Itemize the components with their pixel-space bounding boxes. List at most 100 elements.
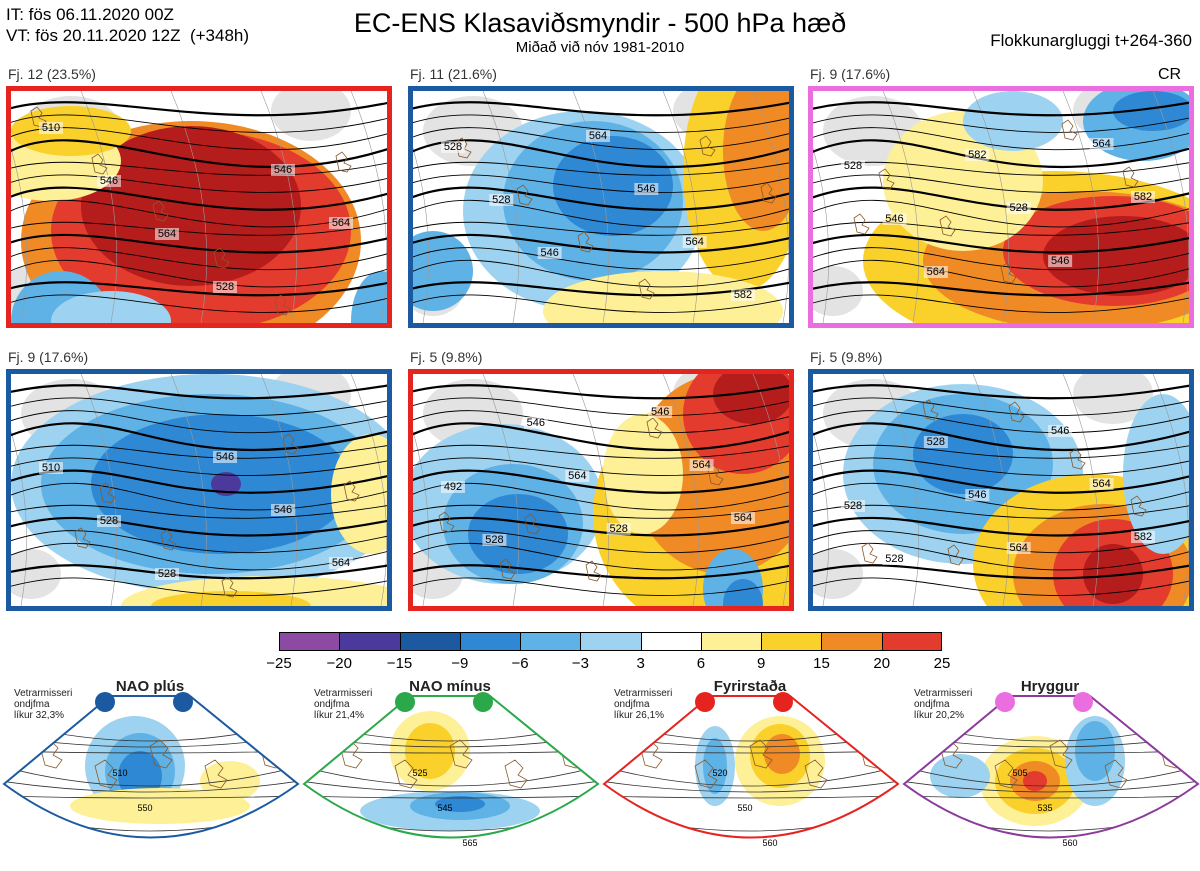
regime-note-line: Vetrarmisseri [614, 688, 673, 699]
contour-label: 546 [540, 247, 558, 259]
colorbar-tick-label: 20 [873, 655, 891, 672]
contour-label-bg [537, 247, 562, 259]
graticule-line [482, 374, 519, 606]
regime-contour [4, 795, 298, 799]
contour-label-bg [648, 406, 673, 418]
anomaly-area [1043, 216, 1189, 296]
regime-anomaly [930, 754, 990, 798]
contour-label-bg [565, 470, 590, 482]
graticule-line [813, 430, 829, 606]
anomaly-area [1113, 91, 1189, 131]
anomaly-map: 510 528 528 546 546 564 [11, 374, 387, 606]
contour-label: 546 [100, 175, 118, 187]
height-contour [413, 444, 789, 459]
graticule-line [1152, 374, 1189, 606]
regime-contour [300, 841, 600, 843]
height-contour [11, 139, 387, 169]
height-contour [413, 174, 789, 193]
height-contour [813, 530, 1189, 554]
contour-label: 528 [1010, 202, 1028, 214]
height-contour [413, 127, 789, 151]
height-contour [11, 259, 387, 288]
contour-label: 528 [885, 553, 903, 565]
coastline [1122, 166, 1139, 188]
regime-marker [773, 692, 793, 712]
contour-label: 564 [692, 459, 710, 471]
regime-contour [604, 795, 898, 799]
height-contour [813, 199, 1189, 228]
contour-label-bg [213, 451, 237, 463]
contour-label-bg [965, 489, 990, 501]
height-contour [813, 186, 1189, 211]
regime-note-line: ondjfma [14, 699, 50, 710]
height-contour [11, 384, 387, 400]
regime-contour [904, 795, 1198, 799]
regime-anomaly [405, 723, 455, 779]
regime-contour [904, 765, 1198, 787]
regime-panel: 510 550 NAO plús Vetrarmisseri ondjfma líkur … [0, 676, 300, 871]
contour-label-bg [1006, 542, 1031, 554]
contour-label: 528 [485, 534, 503, 546]
regime-anomaly [1007, 850, 1043, 862]
contour-label: 546 [216, 451, 234, 463]
coastline [1061, 119, 1078, 141]
colorbar-bin [339, 632, 401, 651]
regime-contour [604, 780, 898, 793]
colorbar-bin [279, 632, 340, 651]
contour-label-bg [329, 557, 353, 569]
height-contour [413, 564, 789, 580]
initial-time: IT: fös 06.11.2020 00Z [6, 5, 174, 24]
regime-title: Fyrirstaða [713, 678, 787, 695]
coastline [585, 560, 602, 582]
coastline [947, 544, 964, 566]
height-contour [413, 384, 789, 400]
regime-contour [900, 841, 1200, 843]
regime-contour [904, 780, 1198, 793]
graticule-line [80, 374, 117, 606]
contour-label-bg [841, 500, 865, 512]
colorbar-tick-label: −20 [326, 655, 352, 672]
regime-contour [604, 765, 898, 787]
anomaly-area [603, 414, 683, 534]
height-contour [813, 397, 1189, 416]
graticule-line [752, 91, 789, 323]
coastline [516, 184, 533, 206]
height-contour [11, 504, 387, 519]
regime-note-line: líkur 26,1% [614, 710, 665, 721]
coastline [30, 106, 47, 128]
contour-label-bg [682, 236, 707, 248]
contour-label: 528 [492, 194, 510, 206]
regime-map: 505 535 560 [900, 692, 1200, 862]
coastline [274, 294, 291, 316]
height-contour [11, 397, 387, 416]
graticule-line [413, 147, 429, 323]
height-contour [413, 294, 789, 313]
contour-label-bg [689, 459, 714, 471]
height-contour [11, 530, 387, 554]
height-contour [413, 516, 789, 537]
contour-label: 546 [885, 213, 903, 225]
contour-label-bg [606, 523, 631, 535]
coastline [160, 529, 177, 551]
coastline [394, 759, 418, 789]
height-contour [413, 410, 789, 434]
regime-contour-label: 505 [1012, 768, 1027, 778]
coastline [878, 168, 895, 190]
contour-label: 564 [158, 228, 176, 240]
regime-note-line: ondjfma [314, 699, 350, 710]
regime-anomaly [764, 734, 800, 774]
colorbar-bin [399, 632, 461, 651]
contour-label-bg [731, 512, 755, 524]
cluster-map-panel: 492 528 546 564 528 546 564 564 [408, 369, 794, 611]
panel-label: Fj. 5 (9.8%) [810, 349, 883, 365]
height-contour [11, 482, 387, 511]
height-contour [813, 482, 1189, 511]
cr-label: CR [1158, 66, 1182, 83]
contour-label: 546 [274, 164, 292, 176]
colorbar-tick-label: −6 [511, 655, 529, 672]
height-contour [11, 457, 387, 476]
graticule-line [413, 430, 429, 606]
regime-note-line: Vetrarmisseri [14, 688, 73, 699]
graticule-line [972, 374, 1009, 606]
regime-note: Vetrarmisseri ondjfma líkur 26,1% [614, 688, 672, 721]
